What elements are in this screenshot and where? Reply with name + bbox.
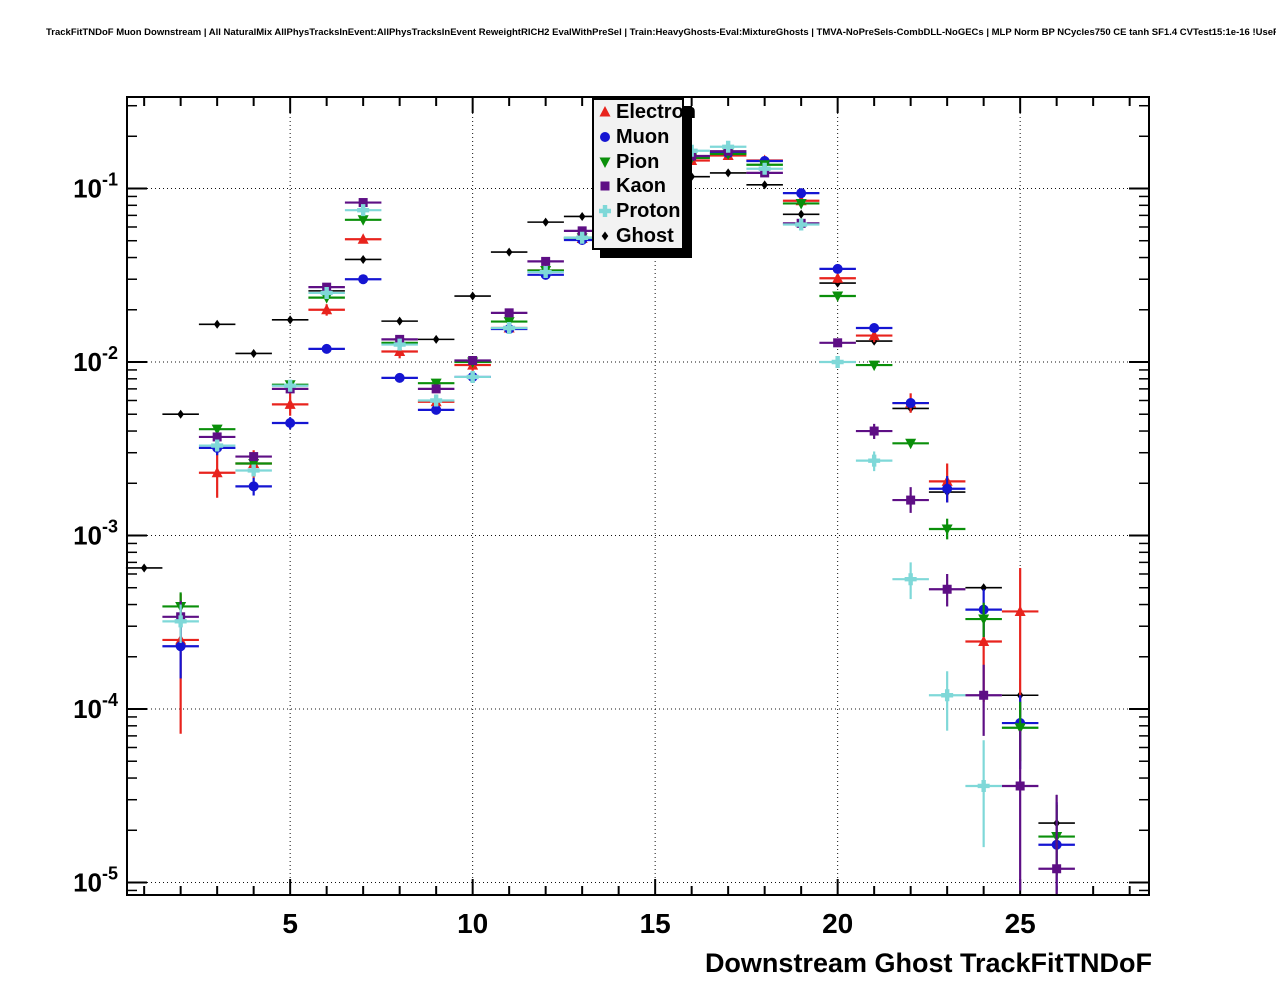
series-pion (162, 149, 1063, 843)
series-muon (162, 148, 1062, 850)
y-tick-label: 10-2 (73, 343, 118, 377)
x-tick-label: 25 (1005, 908, 1036, 939)
legend-entry-proton: Proton (597, 199, 682, 223)
series-ghost (125, 168, 1060, 828)
data-marker (600, 131, 610, 142)
y-tick-label: 10-1 (73, 170, 118, 204)
legend-entry-pion: Pion (597, 150, 682, 174)
plot-header-title: TrackFitTNDoF Muon Downstream | All Natu… (46, 27, 1276, 38)
legend-entry-muon: Muon (597, 125, 682, 149)
legend: Electron Muon Pion Kaon Proton Ghost (592, 98, 696, 250)
kaon-marker-icon (597, 178, 613, 194)
legend-label-ghost: Ghost (616, 224, 674, 247)
x-tick-label: 20 (822, 908, 853, 939)
muon-marker-icon (597, 129, 613, 145)
x-axis-title: Downstream Ghost TrackFitTNDoF (704, 948, 1152, 978)
plot-frame (126, 96, 1150, 896)
data-marker (174, 615, 187, 628)
legend-entry-ghost: Ghost (597, 224, 682, 248)
legend-label-electron: Electron (616, 101, 697, 124)
x-tick-label: 5 (282, 908, 298, 939)
ghost-marker-icon (597, 228, 613, 244)
y-tick-label: 10-3 (73, 517, 118, 551)
legend-label-pion: Pion (616, 150, 660, 173)
data-marker (599, 204, 611, 217)
pion-marker-icon (597, 154, 613, 170)
legend-entry-kaon: Kaon (597, 174, 682, 198)
proton-marker-icon (597, 203, 613, 219)
data-marker (140, 563, 148, 573)
data-marker (175, 641, 186, 652)
series-kaon (162, 146, 1062, 874)
data-marker (601, 231, 609, 241)
data-marker (599, 157, 611, 168)
legend-label-proton: Proton (616, 199, 681, 222)
x-tick-label: 15 (640, 908, 671, 939)
legend-label-muon: Muon (616, 125, 670, 148)
legend-entry-electron: Electron (597, 100, 696, 124)
data-marker (600, 181, 610, 191)
y-tick-label: 10-5 (73, 864, 118, 898)
electron-marker-icon (597, 104, 613, 120)
legend-label-kaon: Kaon (616, 175, 666, 198)
x-tick-label: 10 (457, 908, 488, 939)
y-tick-label: 10-4 (73, 690, 118, 724)
data-marker (599, 106, 611, 117)
